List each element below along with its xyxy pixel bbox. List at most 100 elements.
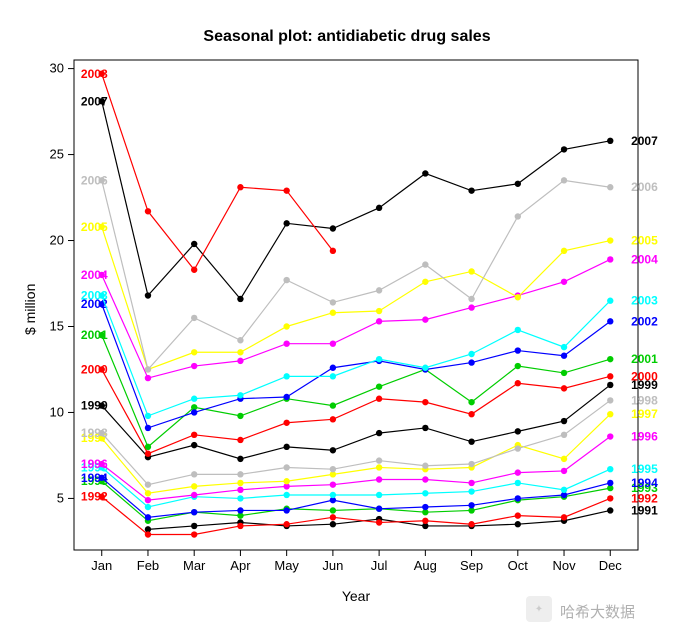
point-1992-11 (561, 514, 567, 520)
point-2006-6 (330, 299, 336, 305)
label-right-2005: 2005 (631, 234, 658, 248)
point-1999-7 (376, 430, 382, 436)
series-2004 (102, 259, 611, 378)
label-right-1991: 1991 (631, 503, 658, 517)
point-2005-3 (191, 349, 197, 355)
point-1995-11 (561, 487, 567, 493)
point-2000-7 (376, 396, 382, 402)
label-left-2007: 2007 (81, 94, 108, 108)
point-2002-5 (283, 394, 289, 400)
label-left-1992: 1992 (81, 490, 108, 504)
plot-box (74, 60, 638, 550)
point-2007-11 (561, 146, 567, 152)
label-left-2005: 2005 (81, 220, 108, 234)
point-2007-3 (191, 241, 197, 247)
series-1995 (102, 467, 611, 507)
label-left-1999: 1999 (81, 399, 108, 413)
point-1991-10 (515, 521, 521, 527)
point-2000-10 (515, 380, 521, 386)
point-1998-2 (145, 481, 151, 487)
point-1993-6 (330, 507, 336, 513)
x-tick-label: Dec (599, 558, 623, 573)
point-2005-11 (561, 248, 567, 254)
point-2001-7 (376, 383, 382, 389)
label-right-1995: 1995 (631, 462, 658, 476)
point-1995-7 (376, 492, 382, 498)
point-2004-5 (283, 340, 289, 346)
label-right-2007: 2007 (631, 134, 658, 148)
label-right-2003: 2003 (631, 294, 658, 308)
label-right-2000: 2000 (631, 369, 658, 383)
point-2005-10 (515, 294, 521, 300)
point-1994-7 (376, 506, 382, 512)
point-1998-5 (283, 464, 289, 470)
series-2008 (102, 74, 333, 270)
point-2004-7 (376, 318, 382, 324)
point-2000-9 (468, 411, 474, 417)
point-1992-9 (468, 521, 474, 527)
y-tick-label: 20 (50, 233, 64, 248)
point-1992-10 (515, 512, 521, 518)
point-2005-8 (422, 279, 428, 285)
point-2000-4 (237, 437, 243, 443)
point-2007-4 (237, 296, 243, 302)
y-tick-label: 5 (57, 490, 64, 505)
point-2003-4 (237, 392, 243, 398)
point-1998-3 (191, 471, 197, 477)
y-tick-label: 15 (50, 318, 64, 333)
point-2004-9 (468, 304, 474, 310)
x-tick-label: May (274, 558, 299, 573)
point-2002-3 (191, 409, 197, 415)
label-right-2002: 2002 (631, 314, 658, 328)
point-1992-7 (376, 519, 382, 525)
point-1998-4 (237, 471, 243, 477)
point-1998-6 (330, 466, 336, 472)
label-left-2004: 2004 (81, 268, 108, 282)
point-2003-11 (561, 344, 567, 350)
point-2007-9 (468, 187, 474, 193)
point-1996-12 (607, 433, 613, 439)
point-1997-11 (561, 456, 567, 462)
point-2002-11 (561, 353, 567, 359)
point-2004-4 (237, 358, 243, 364)
point-2005-9 (468, 268, 474, 274)
point-2003-12 (607, 298, 613, 304)
point-2003-2 (145, 413, 151, 419)
x-tick-label: Nov (552, 558, 576, 573)
point-1994-8 (422, 504, 428, 510)
label-right-1997: 1997 (631, 407, 658, 421)
series-2006 (102, 180, 611, 369)
point-2000-11 (561, 385, 567, 391)
point-1996-2 (145, 497, 151, 503)
point-1997-3 (191, 483, 197, 489)
point-1999-6 (330, 447, 336, 453)
label-left-2006: 2006 (81, 173, 108, 187)
point-2005-5 (283, 323, 289, 329)
label-right-2004: 2004 (631, 252, 658, 266)
x-tick-label: Feb (137, 558, 159, 573)
point-2002-12 (607, 318, 613, 324)
point-2007-8 (422, 170, 428, 176)
point-1995-6 (330, 492, 336, 498)
chart-frame: { "chart": { "type": "line", "title": "S… (0, 0, 694, 636)
point-2007-10 (515, 181, 521, 187)
point-2004-12 (607, 256, 613, 262)
point-1999-12 (607, 382, 613, 388)
point-1995-10 (515, 480, 521, 486)
point-2007-7 (376, 205, 382, 211)
point-2005-12 (607, 237, 613, 243)
point-1998-12 (607, 397, 613, 403)
point-2004-11 (561, 279, 567, 285)
label-left-2001: 2001 (81, 328, 108, 342)
x-tick-label: Jun (322, 558, 343, 573)
point-1998-7 (376, 457, 382, 463)
point-1997-4 (237, 480, 243, 486)
point-1991-12 (607, 507, 613, 513)
point-1996-7 (376, 476, 382, 482)
point-1992-5 (283, 521, 289, 527)
point-2005-6 (330, 310, 336, 316)
point-1998-10 (515, 445, 521, 451)
x-tick-label: Sep (460, 558, 483, 573)
point-2004-3 (191, 363, 197, 369)
point-2003-9 (468, 351, 474, 357)
